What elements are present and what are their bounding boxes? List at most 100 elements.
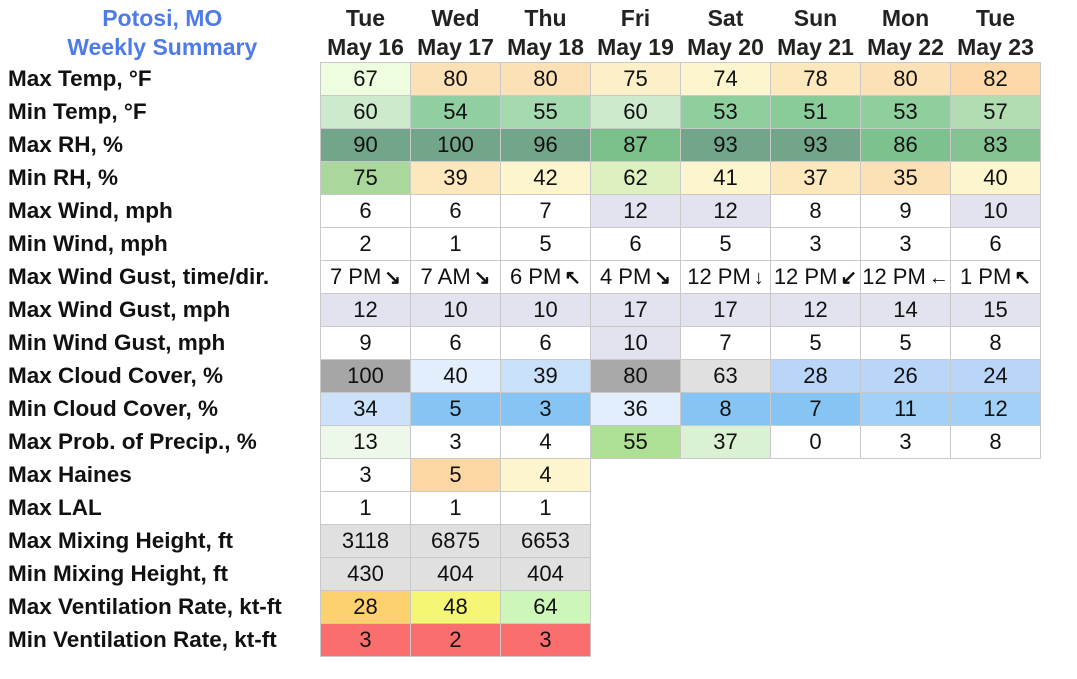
value-cell: 55 bbox=[590, 425, 681, 459]
value-cell: 6 bbox=[590, 227, 681, 261]
table-row: Max Ventilation Rate, kt-ft 28 48 64 bbox=[4, 590, 1041, 624]
cell-value: 80 bbox=[893, 66, 918, 91]
empty-cell bbox=[861, 459, 951, 492]
table-row: Max RH, % 90 100 96 87 93 93 86 83 bbox=[4, 128, 1041, 162]
value-cell: 4 bbox=[500, 458, 591, 492]
value-cell: 57 bbox=[950, 95, 1041, 129]
cell-value: 12 PM bbox=[687, 264, 751, 289]
table-row: Min Wind, mph 2 1 5 6 5 3 3 6 bbox=[4, 227, 1041, 261]
value-cell: 17 bbox=[680, 293, 771, 327]
value-cell: 82 bbox=[950, 62, 1041, 96]
value-cell: 54 bbox=[410, 95, 501, 129]
value-cell: 7 AM ↘ bbox=[410, 260, 501, 294]
value-cell: 10 bbox=[950, 194, 1041, 228]
cell-value: 90 bbox=[353, 132, 378, 157]
value-cell: 8 bbox=[680, 392, 771, 426]
cell-value: 75 bbox=[353, 165, 378, 190]
cell-value: 63 bbox=[713, 363, 738, 388]
weekly-summary-table: Potosi, MO Tue Wed Thu Fri Sat Sun Mon Tue Week… bbox=[4, 4, 1041, 657]
value-cell: 4 PM ↘ bbox=[590, 260, 681, 294]
value-cell: 430 bbox=[320, 557, 411, 591]
value-cell: 3 bbox=[500, 392, 591, 426]
wind-direction-arrow-icon: ↓ bbox=[753, 267, 764, 289]
cell-value: 5 bbox=[899, 330, 912, 355]
cell-value: 15 bbox=[983, 297, 1008, 322]
day-of-week-header: Tue bbox=[345, 5, 386, 31]
cell-value: 60 bbox=[623, 99, 648, 124]
value-cell: 75 bbox=[590, 62, 681, 96]
value-cell: 51 bbox=[770, 95, 861, 129]
date-header: May 22 bbox=[867, 34, 944, 60]
cell-value: 3 bbox=[539, 396, 552, 421]
value-cell: 10 bbox=[590, 326, 681, 360]
cell-value: 12 bbox=[713, 198, 738, 223]
wind-direction-arrow-icon: ↘ bbox=[384, 267, 402, 289]
row-label: Max Prob. of Precip., % bbox=[8, 429, 257, 454]
value-cell: 80 bbox=[410, 62, 501, 96]
empty-cell bbox=[861, 624, 951, 657]
cell-value: 0 bbox=[809, 429, 822, 454]
value-cell: 96 bbox=[500, 128, 591, 162]
cell-value: 2 bbox=[449, 627, 462, 652]
row-label: Max Wind Gust, time/dir. bbox=[8, 264, 270, 289]
empty-cell bbox=[951, 624, 1041, 657]
date-header: May 20 bbox=[687, 34, 764, 60]
table-row: Max Cloud Cover, % 100 40 39 80 63 28 26 24 bbox=[4, 359, 1041, 393]
value-cell: 7 bbox=[500, 194, 591, 228]
cell-value: 37 bbox=[713, 429, 738, 454]
table-row: Max Prob. of Precip., % 13 3 4 55 37 0 3 8 bbox=[4, 425, 1041, 459]
value-cell: 100 bbox=[410, 128, 501, 162]
cell-value: 17 bbox=[623, 297, 648, 322]
value-cell: 3118 bbox=[320, 524, 411, 558]
value-cell: 14 bbox=[860, 293, 951, 327]
empty-cell bbox=[591, 525, 681, 558]
cell-value: 48 bbox=[443, 594, 468, 619]
cell-value: 1 bbox=[359, 495, 372, 520]
cell-value: 12 bbox=[353, 297, 378, 322]
cell-value: 9 bbox=[359, 330, 372, 355]
table-row: Min Temp, °F 60 54 55 60 53 51 53 57 bbox=[4, 95, 1041, 129]
value-cell: 17 bbox=[590, 293, 681, 327]
empty-cell bbox=[591, 624, 681, 657]
value-cell: 8 bbox=[950, 326, 1041, 360]
value-cell: 28 bbox=[770, 359, 861, 393]
cell-value: 3118 bbox=[341, 528, 390, 553]
value-cell: 83 bbox=[950, 128, 1041, 162]
value-cell: 10 bbox=[500, 293, 591, 327]
cell-value: 86 bbox=[893, 132, 918, 157]
cell-value: 54 bbox=[443, 99, 468, 124]
cell-value: 78 bbox=[803, 66, 828, 91]
empty-cell bbox=[591, 492, 681, 525]
date-header: May 21 bbox=[777, 34, 854, 60]
value-cell: 75 bbox=[320, 161, 411, 195]
day-of-week-header: Wed bbox=[431, 5, 480, 31]
row-label: Min Mixing Height, ft bbox=[8, 561, 228, 586]
empty-cell bbox=[681, 591, 771, 624]
cell-value: 100 bbox=[437, 132, 474, 157]
cell-value: 80 bbox=[533, 66, 558, 91]
empty-cell bbox=[591, 591, 681, 624]
value-cell: 6 bbox=[500, 326, 591, 360]
empty-cell bbox=[591, 558, 681, 591]
day-of-week-header: Mon bbox=[881, 5, 930, 31]
value-cell: 6 bbox=[410, 326, 501, 360]
value-cell: 15 bbox=[950, 293, 1041, 327]
cell-value: 3 bbox=[359, 462, 372, 487]
value-cell: 2 bbox=[410, 623, 501, 657]
cell-value: 28 bbox=[803, 363, 828, 388]
value-cell: 5 bbox=[500, 227, 591, 261]
cell-value: 87 bbox=[623, 132, 648, 157]
value-cell: 4 bbox=[500, 425, 591, 459]
table-row: Max Haines 3 5 4 bbox=[4, 458, 1041, 492]
cell-value: 11 bbox=[894, 396, 917, 421]
empty-cell bbox=[861, 591, 951, 624]
empty-cell bbox=[681, 492, 771, 525]
empty-cell bbox=[771, 459, 861, 492]
value-cell: 3 bbox=[860, 425, 951, 459]
empty-cell bbox=[681, 624, 771, 657]
cell-value: 36 bbox=[623, 396, 648, 421]
cell-value: 53 bbox=[713, 99, 738, 124]
value-cell: 7 PM ↘ bbox=[320, 260, 411, 294]
wind-direction-arrow-icon: ↘ bbox=[473, 267, 491, 289]
